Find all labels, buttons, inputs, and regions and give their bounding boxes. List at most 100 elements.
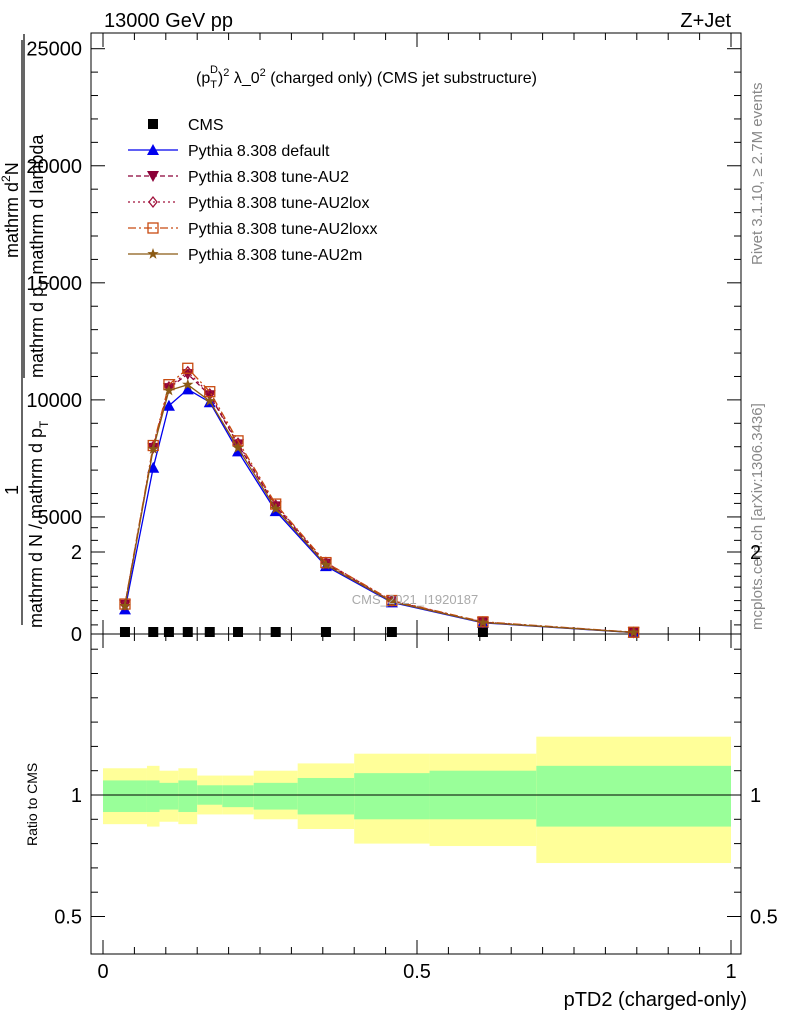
data-point-cms: [119, 627, 130, 637]
y-tick-label: 20000: [26, 156, 82, 178]
ylabel-denominator: mathrm d N / mathrm d pT: [26, 420, 51, 628]
ylabel-num-n: N: [2, 162, 22, 175]
legend-label-cms: CMS: [188, 117, 224, 134]
ylabel-den-sub: T: [37, 420, 51, 428]
legend-label-default: Pythia 8.308 default: [188, 143, 330, 160]
data-point-au2m: [147, 443, 159, 454]
ratio-band-inner: [297, 777, 355, 815]
ratio-band-inner: [178, 780, 198, 813]
data-point-au2lox: [120, 598, 130, 611]
legend-marker-cms: [148, 119, 158, 129]
legend-label-au2m: Pythia 8.308 tune-AU2m: [188, 247, 362, 264]
x-tick-label: 0.5: [403, 961, 431, 983]
watermark: CMS_2021_I1920187: [352, 592, 479, 607]
plot-title: (pTD)2 λ_02 (charged only) (CMS jet subs…: [196, 64, 537, 91]
mcplots-label: mcplots.cern.ch [arXiv:1306.3436]: [749, 403, 766, 630]
ylabel-den-b-rest: mathrm d lambda: [27, 134, 47, 280]
ratio-ylabel: Ratio to CMS: [24, 763, 40, 846]
data-point-au2m: [320, 558, 332, 570]
legend-label-au2loxx: Pythia 8.308 tune-AU2loxx: [188, 221, 377, 238]
main-series: [118, 362, 640, 639]
data-point-au2loxx: [386, 594, 398, 607]
ratio-plot-frame: [90, 633, 742, 955]
process-label: Z+Jet: [680, 10, 731, 32]
title-prefix: (p: [196, 70, 210, 87]
x-tick-label: 0: [97, 961, 108, 983]
ratio-band-inner: [146, 780, 160, 813]
legend-marker-au2loxx: [147, 222, 159, 234]
data-point-cms: [182, 627, 193, 637]
x-axis-label: pTD2 (charged-only): [564, 989, 747, 1011]
ratio-axis-ticks: 0.5 0.5 1 1 2 2: [54, 502, 778, 929]
ratio-y-tick-label-right: 1: [750, 785, 761, 807]
ratio-bands: [103, 736, 731, 864]
legend-marker-au2m: [147, 248, 159, 259]
ratio-band-inner: [253, 782, 298, 810]
legend-label-au2lox: Pythia 8.308 tune-AU2lox: [188, 195, 369, 212]
ylabel-den-a: mathrm d N / mathrm d p: [26, 428, 46, 628]
data-point-au2loxx: [320, 556, 332, 569]
energy-label: 13000 GeV pp: [104, 10, 233, 32]
data-point-au2m: [628, 626, 640, 638]
title-sup-d: D: [210, 64, 218, 76]
data-point-cms: [233, 627, 244, 637]
data-point-cms: [270, 627, 281, 637]
data-point-default: [147, 461, 160, 473]
title-close: ): [218, 70, 223, 87]
data-point-au2m: [232, 441, 244, 453]
legend-marker-au2: [147, 171, 159, 182]
ylabel-num-d: mathrm d: [2, 182, 22, 258]
ylabel-one: 1: [2, 485, 22, 495]
title-sup-2b: 2: [260, 67, 266, 79]
title-sup-2: 2: [223, 67, 229, 79]
data-point-cms: [204, 627, 215, 637]
legend: CMS Pythia 8.308 default Pythia 8.308 tune…: [128, 117, 377, 264]
ratio-band-inner: [103, 780, 147, 813]
rivet-label: Rivet 3.1.10, ≥ 2.7M events: [749, 83, 766, 266]
data-point-cms: [163, 627, 174, 637]
data-point-au2loxx: [119, 598, 131, 610]
data-point-au2m: [204, 395, 216, 406]
y-tick-label: 0: [71, 624, 82, 646]
title-sub-t: T: [210, 79, 217, 91]
data-point-au2m: [477, 616, 489, 628]
ratio-y-tick-label: 1: [71, 785, 82, 807]
ylabel-den-b: mathrm d pT mathrm d lambda: [27, 134, 52, 378]
ylabel-den-b-sub: T: [38, 279, 52, 287]
data-point-cms: [386, 627, 397, 637]
title-mid: λ_0: [229, 70, 259, 87]
y-tick-label: 10000: [26, 390, 82, 412]
ylabel-den-b-text: mathrm d p: [27, 287, 47, 378]
ratio-band-inner: [222, 785, 254, 808]
y-tick-label: 5000: [38, 507, 83, 529]
main-axis-ticks: 0 5000 10000 15000 20000 25000 0 0.5 1: [26, 33, 741, 983]
ratio-band-inner: [536, 765, 731, 827]
legend-marker-au2lox: [148, 195, 158, 209]
y-tick-label: 15000: [26, 273, 82, 295]
data-point-au2m: [163, 384, 175, 396]
data-point-au2m: [182, 378, 194, 390]
ratio-y-tick-label: 2: [71, 542, 82, 564]
ratio-y-tick-label-right: 2: [750, 542, 761, 564]
legend-label-au2: Pythia 8.308 tune-AU2: [188, 169, 349, 186]
data-point-au2loxx: [182, 362, 194, 374]
data-point-default: [181, 383, 194, 395]
data-point-au2: [181, 369, 194, 381]
ratio-band-inner: [354, 773, 430, 820]
data-point-au2m: [119, 599, 131, 611]
data-point-cms: [148, 627, 159, 637]
data-point-default: [162, 399, 175, 411]
ylabel-num-sup: 2: [0, 175, 13, 182]
data-point-cms: [320, 627, 331, 637]
ratio-band-inner: [159, 782, 179, 810]
y-tick-label: 25000: [26, 39, 82, 61]
ratio-y-tick-label: 0.5: [54, 907, 82, 929]
title-suffix: (charged only) (CMS jet substructure): [266, 70, 537, 87]
main-ylabel: 1 mathrm d N / mathrm d pT mathrm d2N ma…: [0, 34, 52, 628]
data-point-cms: [477, 627, 488, 637]
ylabel-num: mathrm d2N: [0, 162, 22, 258]
ratio-y-tick-label-right: 0.5: [750, 907, 778, 929]
data-point-au2m: [270, 502, 282, 514]
data-point-au2m: [386, 595, 398, 607]
